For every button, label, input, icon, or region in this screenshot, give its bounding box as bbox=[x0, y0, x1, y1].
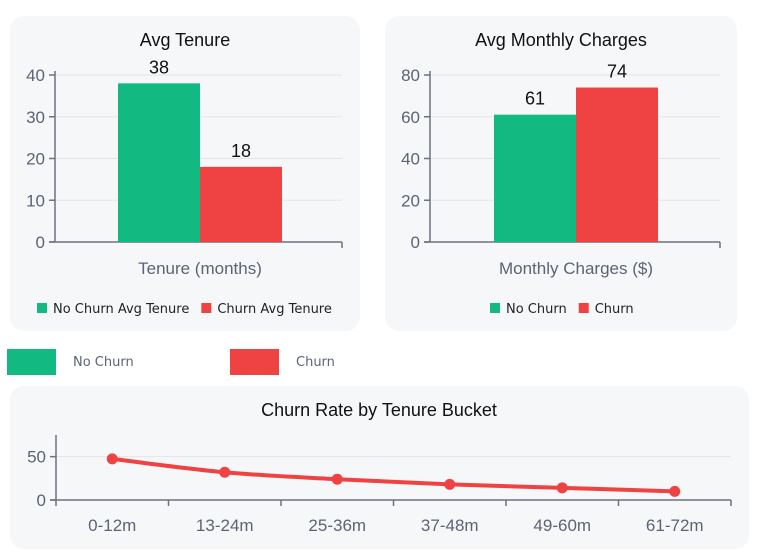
y-tick-label: 20 bbox=[26, 150, 45, 169]
y-tick-label: 20 bbox=[401, 191, 420, 210]
chart-title: Churn Rate by Tenure Bucket bbox=[261, 400, 497, 420]
churn-swatch bbox=[230, 349, 279, 375]
no-churn-swatch bbox=[7, 349, 56, 375]
y-tick-label: 10 bbox=[26, 191, 45, 210]
bar-churn bbox=[200, 166, 282, 242]
churn-rate-point bbox=[556, 482, 568, 494]
churn-rate-point bbox=[444, 478, 456, 490]
y-tick-label: 40 bbox=[401, 150, 420, 169]
x-tick-label: 13-24m bbox=[196, 516, 254, 535]
legend-swatch bbox=[578, 303, 589, 313]
y-tick-label: 0 bbox=[411, 233, 420, 252]
y-tick-label: 0 bbox=[37, 491, 46, 510]
churn-legend-label: Churn bbox=[296, 354, 335, 370]
y-tick-label: 40 bbox=[26, 66, 45, 85]
avg-tenure-chart: Avg Tenure 0 10 20 30 40 38 18 Tenure (months) No… bbox=[26, 30, 343, 317]
x-axis-label: Tenure (months) bbox=[138, 259, 262, 278]
legend-swatch bbox=[201, 303, 212, 313]
churn-rate-point bbox=[219, 466, 231, 478]
churn-rate-point bbox=[669, 485, 681, 497]
avg-monthly-charges-card: Avg Monthly Charges 0 20 40 60 80 61 74 Monthly … bbox=[385, 16, 737, 331]
data-label: 18 bbox=[231, 141, 251, 161]
data-label: 74 bbox=[607, 62, 627, 82]
page-legend-churn: Churn bbox=[230, 349, 335, 375]
x-tick-label: 61-72m bbox=[646, 516, 704, 535]
y-tick-label: 30 bbox=[26, 108, 45, 127]
bar-churn bbox=[576, 87, 658, 243]
churn-rate-point bbox=[106, 453, 118, 465]
y-tick-label: 60 bbox=[401, 108, 420, 127]
x-tick-label: 0-12m bbox=[88, 516, 136, 535]
y-tick-label: 50 bbox=[27, 448, 46, 467]
churn-rate-point bbox=[331, 473, 343, 485]
churn-rate-chart: Churn Rate by Tenure Bucket 0 50 0-12m 13-24… bbox=[27, 400, 732, 535]
data-label: 38 bbox=[149, 57, 169, 77]
legend-entry: No Churn bbox=[506, 302, 567, 317]
legend-entry: Churn bbox=[595, 302, 634, 317]
bar-no-churn bbox=[494, 114, 576, 242]
x-axis-label: Monthly Charges ($) bbox=[499, 259, 653, 278]
page-legend-no-churn: No Churn bbox=[7, 349, 134, 375]
x-tick-label: 49-60m bbox=[533, 516, 591, 535]
avg-monthly-charges-chart: Avg Monthly Charges 0 20 40 60 80 61 74 Monthly … bbox=[401, 30, 721, 317]
data-label: 61 bbox=[525, 89, 545, 109]
legend-swatch bbox=[37, 303, 47, 313]
churn-rate-line bbox=[110, 456, 677, 494]
x-tick-label: 37-48m bbox=[421, 516, 479, 535]
bar-no-churn bbox=[118, 83, 200, 242]
churn-rate-card: Churn Rate by Tenure Bucket 0 50 0-12m 13-24… bbox=[10, 386, 749, 549]
legend-swatch bbox=[490, 303, 500, 313]
chart-title: Avg Tenure bbox=[140, 30, 230, 50]
y-tick-label: 80 bbox=[401, 66, 420, 85]
chart-title: Avg Monthly Charges bbox=[475, 30, 647, 50]
legend-entry: No Churn Avg Tenure bbox=[53, 302, 189, 317]
x-tick-label: 25-36m bbox=[308, 516, 366, 535]
no-churn-legend-label: No Churn bbox=[73, 354, 134, 370]
avg-tenure-card: Avg Tenure 0 10 20 30 40 38 18 Tenure (months) No… bbox=[10, 16, 360, 331]
legend-entry: Churn Avg Tenure bbox=[217, 302, 332, 317]
y-tick-label: 0 bbox=[36, 233, 45, 252]
